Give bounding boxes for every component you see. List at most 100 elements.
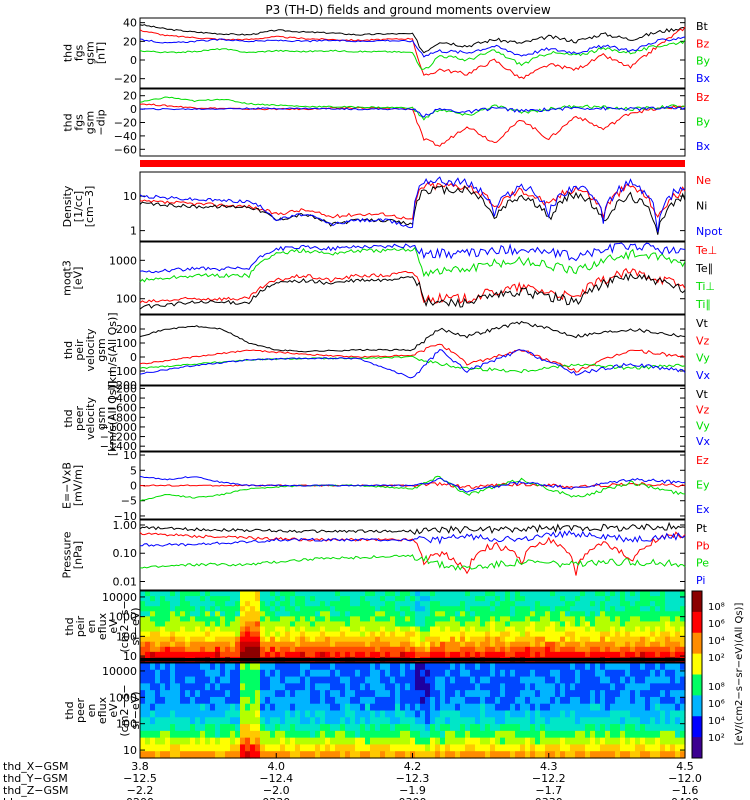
spectrogram-cell xyxy=(670,641,676,648)
spectrogram-cell xyxy=(220,703,226,712)
spectrogram-cell xyxy=(235,737,241,746)
spectrogram-cell xyxy=(395,631,401,638)
series-line-Te⊥ xyxy=(139,267,686,304)
spectrogram-cell xyxy=(580,696,586,705)
spectrogram-cell xyxy=(310,710,316,718)
spectrogram-cell xyxy=(665,690,671,698)
spectrogram-cell xyxy=(670,626,676,633)
spectrogram-cell xyxy=(445,669,451,678)
spectrogram-cell xyxy=(520,751,526,759)
spectrogram-cell xyxy=(565,636,571,643)
spectrogram-cell xyxy=(340,651,346,658)
spectrogram-cell xyxy=(465,646,471,653)
spectrogram-cell xyxy=(195,669,201,678)
spectrogram-cell xyxy=(165,703,171,712)
spectrogram-cell xyxy=(660,690,666,698)
spectrogram-cell xyxy=(260,724,266,732)
spectrogram-cell xyxy=(425,601,431,607)
spectrogram-cell xyxy=(505,724,511,732)
spectrogram-cell xyxy=(270,636,276,643)
spectrogram-cell xyxy=(470,621,476,628)
spectrogram-cell xyxy=(445,636,451,643)
legend-entry: Te⊥ xyxy=(695,244,717,257)
spectrogram-cell xyxy=(495,601,501,607)
spectrogram-cell xyxy=(230,636,236,643)
spectrogram-cell xyxy=(390,676,396,684)
spectrogram-cell xyxy=(640,641,646,648)
spectrogram-cell xyxy=(495,651,501,658)
spectrogram-cell xyxy=(430,636,436,643)
spectrogram-cell xyxy=(150,621,156,628)
spectrogram-cell xyxy=(140,717,146,725)
spectrogram-cell xyxy=(300,601,306,607)
spectrogram-cell xyxy=(525,626,531,633)
y-tick-label: 1 xyxy=(130,225,137,238)
spectrogram-cell xyxy=(170,710,176,718)
spectrogram-cell xyxy=(260,631,266,638)
spectrogram-cell xyxy=(580,621,586,628)
spectrogram-cell xyxy=(500,717,506,725)
spectrogram-cell xyxy=(265,730,271,739)
spectrogram-cell xyxy=(140,744,146,752)
spectrogram-cell xyxy=(660,676,666,684)
spectrogram-cell xyxy=(675,621,681,628)
spectrogram-cell xyxy=(290,646,296,653)
spectrogram-cell xyxy=(445,606,451,612)
spectrogram-cell xyxy=(635,631,641,638)
spectrogram-cell xyxy=(415,591,421,597)
spectrogram-cell xyxy=(350,636,356,643)
spectrogram-cell xyxy=(645,690,651,698)
spectrogram-cell xyxy=(255,690,261,698)
spectrogram-cell xyxy=(660,744,666,752)
spectrogram-cell xyxy=(570,724,576,732)
spectrogram-cell xyxy=(415,724,421,732)
spectrogram-cell xyxy=(620,751,626,759)
spectrogram-cell xyxy=(185,703,191,712)
spectrogram-cell xyxy=(565,631,571,638)
spectrogram-cell xyxy=(485,606,491,612)
spectrogram-cell xyxy=(500,616,506,623)
spectrogram-cell xyxy=(395,683,401,691)
spectrogram-cell xyxy=(395,611,401,617)
spectrogram-cell xyxy=(215,703,221,712)
spectrogram-cell xyxy=(235,696,241,705)
panel-frame xyxy=(139,519,686,591)
spectrogram-cell xyxy=(285,591,291,597)
spectrogram-cell xyxy=(245,663,251,671)
spectrogram-cell xyxy=(145,601,151,607)
spectrogram-cell xyxy=(530,683,536,691)
spectrogram-cell xyxy=(265,710,271,718)
spectrogram-cell xyxy=(545,696,551,705)
spectrogram-cell xyxy=(420,663,426,671)
spectrogram-cell xyxy=(170,737,176,746)
spectrogram-cell xyxy=(600,626,606,633)
spectrogram-cell xyxy=(675,636,681,643)
spectrogram-cell xyxy=(265,683,271,691)
spectrogram-cell xyxy=(160,651,166,658)
spectrogram-cell xyxy=(535,751,541,759)
spectrogram-cell xyxy=(245,606,251,612)
spectrogram-cell xyxy=(610,744,616,752)
spectrogram-cell xyxy=(505,663,511,671)
spectrogram-cell xyxy=(185,724,191,732)
spectrogram-cell xyxy=(525,683,531,691)
spectrogram-cell xyxy=(450,663,456,671)
spectrogram-cell xyxy=(600,596,606,602)
spectrogram-cell xyxy=(680,601,686,607)
spectrogram-cell xyxy=(375,703,381,712)
spectrogram-cell xyxy=(415,683,421,691)
spectrogram-cell xyxy=(625,744,631,752)
spectrogram-cell xyxy=(190,626,196,633)
spectrogram-cell xyxy=(315,601,321,607)
spectrogram-cell xyxy=(600,696,606,705)
spectrogram-cell xyxy=(310,601,316,607)
spectrogram-cell xyxy=(240,663,246,671)
spectrogram-cell xyxy=(650,611,656,617)
spectrogram-cell xyxy=(340,730,346,739)
spectrogram-cell xyxy=(605,737,611,746)
spectrogram-cell xyxy=(480,676,486,684)
colorbar-tick: 10⁶ xyxy=(708,699,725,710)
spectrogram-cell xyxy=(390,621,396,628)
spectrogram-cell xyxy=(270,606,276,612)
